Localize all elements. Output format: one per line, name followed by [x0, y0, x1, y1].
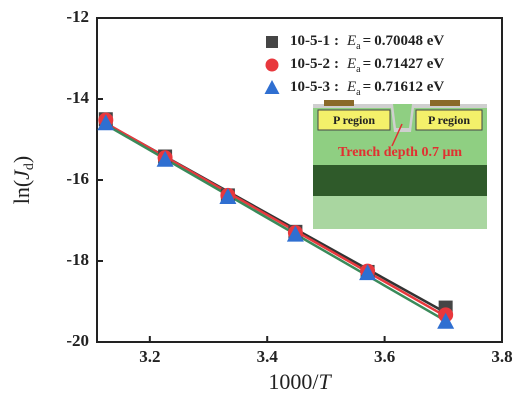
- legend-value: 0.71427 eV: [374, 56, 444, 72]
- legend-subscript: a: [356, 64, 361, 75]
- y-tick-label: -18: [66, 250, 89, 269]
- y-axis-label-subscript: d: [22, 163, 37, 170]
- legend-marker: [266, 36, 278, 48]
- marker: [359, 264, 377, 281]
- y-tick-label: -14: [66, 88, 89, 107]
- y-axis-label: ln(Jd): [9, 156, 37, 205]
- y-tick-label: -20: [66, 331, 89, 350]
- legend-symbol: E: [346, 56, 356, 72]
- contact: [430, 100, 460, 106]
- contact: [324, 100, 354, 106]
- substrate-layer: [313, 196, 487, 229]
- drift-layer: [313, 128, 487, 165]
- marker: [437, 312, 455, 329]
- dark-layer: [313, 165, 487, 196]
- legend-symbol: E: [346, 33, 356, 49]
- legend-separator: :: [334, 79, 339, 95]
- inset-annotation: Trench depth 0.7 μm: [338, 145, 462, 160]
- marker: [219, 188, 237, 205]
- marker: [97, 114, 115, 131]
- x-tick-label: 3.6: [374, 347, 395, 366]
- legend-equals: =: [363, 33, 372, 49]
- legend-label: 10-5-1: Ea = 0.70048 eV: [290, 33, 444, 52]
- legend-value: 0.71612 eV: [374, 79, 444, 95]
- p-region-box: [415, 109, 483, 131]
- legend-marker: [265, 58, 279, 72]
- legend-separator: :: [334, 33, 339, 49]
- x-tick-label: 3.2: [139, 347, 160, 366]
- x-axis-label-italic: T: [318, 369, 332, 394]
- legend-name: 10-5-1: [290, 33, 330, 49]
- x-tick-label: 3.8: [491, 347, 512, 366]
- legend-label: 10-5-3: Ea = 0.71612 eV: [290, 79, 444, 98]
- legend-subscript: a: [356, 41, 361, 52]
- y-axis-label-suffix: ): [9, 156, 34, 163]
- legend-equals: =: [363, 79, 372, 95]
- inset: P region P region Trench depth 0.7 μm: [313, 100, 487, 229]
- y-tick-label: -16: [66, 169, 89, 188]
- legend-equals: =: [363, 56, 372, 72]
- legend-name: 10-5-2: [290, 56, 330, 72]
- legend-value: 0.70048 eV: [374, 33, 444, 49]
- y-axis-label-italic: J: [9, 169, 34, 180]
- inset-label: P region: [333, 113, 375, 127]
- trench-oxide: [313, 104, 487, 132]
- legend-separator: :: [334, 56, 339, 72]
- legend-subscript: a: [356, 87, 361, 98]
- marker: [156, 150, 174, 167]
- legend-label: 10-5-2: Ea = 0.71427 eV: [290, 56, 444, 75]
- marker: [286, 225, 304, 242]
- legend-symbol: E: [346, 79, 356, 95]
- x-axis-label-text: 1000/: [268, 369, 319, 394]
- y-tick-label: -12: [66, 7, 89, 26]
- y-axis-label-prefix: ln(: [9, 180, 34, 204]
- x-tick-label: 3.4: [257, 347, 279, 366]
- inset-label: P region: [428, 113, 470, 127]
- annotation-arrow: [391, 123, 403, 147]
- legend-marker: [264, 80, 280, 94]
- legend-name: 10-5-3: [290, 79, 330, 95]
- p-region-box: [317, 109, 391, 131]
- x-axis-label: 1000/T: [268, 369, 332, 394]
